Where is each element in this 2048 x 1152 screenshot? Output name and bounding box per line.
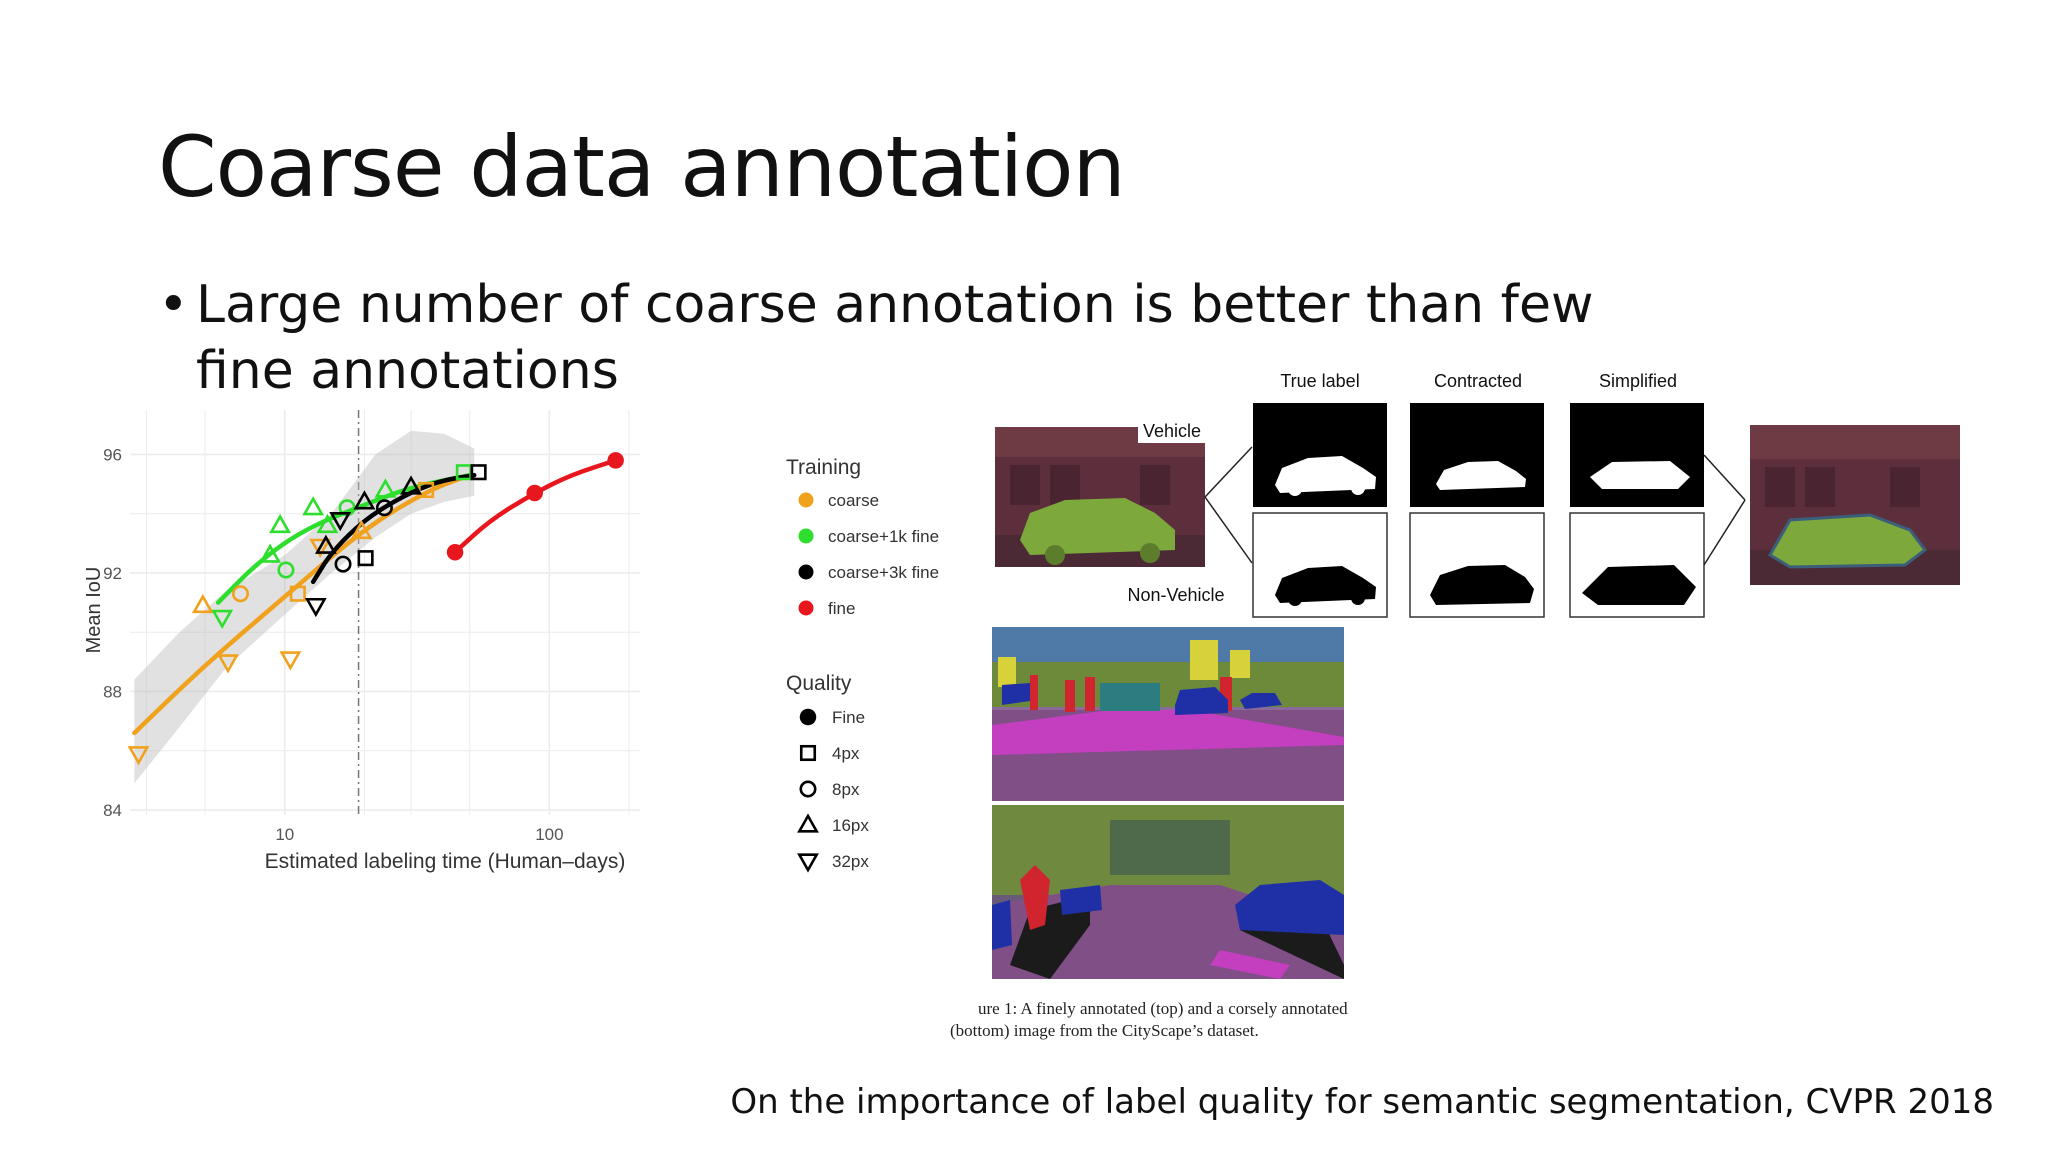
y-tick-label: 92 <box>103 564 122 583</box>
y-tick-label: 96 <box>103 445 122 464</box>
legend-shape <box>797 853 819 873</box>
legend-swatch <box>798 492 814 508</box>
plot-grid <box>130 410 640 815</box>
caption-line-1: ure 1: A finely annotated (top) and a co… <box>978 999 1348 1018</box>
data-point-coarse <box>231 585 249 603</box>
legend-quality-label: 4px <box>832 744 860 763</box>
annotation-figure: True label Contracted Simplified Vehicle… <box>992 371 1960 979</box>
data-point-coarse-1k-fine <box>211 609 234 630</box>
data-point-coarse <box>289 585 306 602</box>
coarse-annotation-image <box>992 805 1344 979</box>
citation: On the importance of label quality for s… <box>730 1082 1994 1122</box>
label-true: True label <box>1280 371 1359 391</box>
data-point-coarse <box>309 538 332 558</box>
legend-training-label: coarse+1k fine <box>828 527 939 546</box>
data-point-coarse-1k-fine <box>374 478 397 498</box>
y-tick-label: 88 <box>103 682 122 701</box>
data-points <box>127 452 624 766</box>
data-point-coarse-3k-fine <box>375 499 393 517</box>
legend-training-title: Training <box>786 456 861 479</box>
legend-training-label: fine <box>828 599 855 618</box>
labeling-time-chart: 84 88 92 96 10 100 Estimated labeling time (H… <box>83 410 939 873</box>
fit-line-coarse <box>132 472 472 736</box>
label-vehicle: Vehicle <box>1143 421 1201 441</box>
x-tick-label: 100 <box>535 825 563 844</box>
contracted-vehicle-mask <box>1410 403 1544 507</box>
fine-annotation-image <box>992 627 1344 801</box>
data-point-coarse-1k-fine <box>316 513 339 534</box>
data-point-coarse-3k-fine <box>470 464 487 481</box>
data-point-coarse-1k-fine <box>302 496 325 516</box>
simplified-result-photo <box>1750 425 1960 585</box>
data-point-coarse <box>217 654 239 674</box>
true-label-nonvehicle-mask <box>1252 512 1388 618</box>
data-point-coarse-1k-fine <box>277 561 295 579</box>
legend-quality-label: Fine <box>832 708 865 727</box>
legend-training-label: coarse+3k fine <box>828 563 939 582</box>
simplified-vehicle-mask <box>1570 403 1704 507</box>
legend-swatch <box>798 528 814 544</box>
data-point-fine <box>526 484 543 502</box>
true-label-vehicle-mask <box>1253 403 1387 507</box>
data-point-coarse-3k-fine <box>329 512 352 532</box>
label-contracted: Contracted <box>1434 371 1522 391</box>
y-axis-label: Mean IoU <box>83 567 105 654</box>
contracted-nonvehicle-mask <box>1409 512 1545 618</box>
legend-quality-label: 32px <box>832 852 869 871</box>
legend-quality-label: 16px <box>832 816 869 835</box>
data-point-coarse <box>279 651 302 671</box>
data-point-coarse <box>350 519 373 540</box>
figure-caption: ure 1: A finely annotated (top) and a co… <box>950 998 1470 1042</box>
vehicle-source-photo: Vehicle Non-Vehicle <box>995 417 1225 605</box>
data-point-coarse-3k-fine <box>314 534 337 554</box>
data-point-coarse-3k-fine <box>334 555 352 573</box>
legend-shape <box>797 813 819 833</box>
caption-line-2: (bottom) image from the CityScape’s data… <box>950 1021 1259 1040</box>
slide-title: Coarse data annotation <box>158 118 1126 216</box>
data-point-coarse <box>127 746 150 766</box>
data-point-coarse <box>418 481 435 499</box>
data-point-coarse-3k-fine <box>357 550 374 567</box>
legend-swatch <box>798 564 814 580</box>
legend-quality-title: Quality <box>786 672 852 695</box>
axis-ticks: 84 88 92 96 10 100 <box>103 445 564 844</box>
legend-shape <box>799 744 817 762</box>
data-point-coarse-3k-fine <box>400 475 422 495</box>
label-nonvehicle: Non-Vehicle <box>1127 585 1224 605</box>
data-point-fine <box>607 452 624 469</box>
chart-legend: Training coarse coarse+1k fine coarse+3k f… <box>786 456 939 873</box>
legend-training-label: coarse <box>828 491 879 510</box>
legend-shape <box>799 708 817 726</box>
x-tick-label: 10 <box>275 825 294 844</box>
legend-swatch <box>798 600 814 616</box>
data-point-fine <box>446 543 464 561</box>
data-point-coarse <box>191 593 214 614</box>
data-point-coarse-1k-fine <box>259 543 282 563</box>
data-point-coarse-3k-fine <box>304 597 327 618</box>
data-point-coarse-3k-fine <box>353 490 376 510</box>
bullet-text: Large number of coarse annotation is bet… <box>196 275 1594 401</box>
data-point-coarse-1k-fine <box>269 513 292 534</box>
legend-shape <box>799 780 817 798</box>
bullet-dot: • <box>158 275 189 335</box>
legend-quality-label: 8px <box>832 780 860 799</box>
x-axis-label: Estimated labeling time (Human–days) <box>265 850 626 873</box>
label-simplified: Simplified <box>1599 371 1677 391</box>
y-tick-label: 84 <box>103 801 122 820</box>
simplified-nonvehicle-mask <box>1569 512 1705 618</box>
confidence-ribbon <box>134 430 475 784</box>
